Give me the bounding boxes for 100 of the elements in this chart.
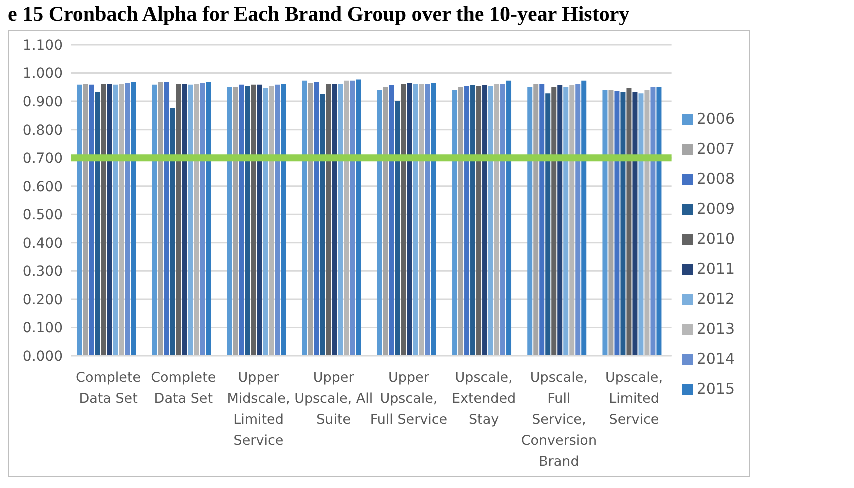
bar xyxy=(638,94,644,356)
bar xyxy=(107,84,112,356)
bar xyxy=(194,84,200,356)
bar xyxy=(570,85,575,356)
bar xyxy=(494,84,500,356)
y-tick-label: 0.500 xyxy=(22,208,63,224)
bar xyxy=(158,82,164,356)
bar xyxy=(263,88,268,356)
bar xyxy=(558,85,563,356)
x-tick-label: Upper Upscale, Full Service xyxy=(370,370,448,428)
bar xyxy=(200,83,206,356)
bar xyxy=(614,91,620,356)
x-tick-label: Upscale, Full Service, Conversion Brand xyxy=(521,370,598,470)
bar xyxy=(644,90,650,356)
bar xyxy=(356,80,362,356)
bar xyxy=(620,92,626,356)
y-tick-label: 0.000 xyxy=(22,348,63,365)
bar xyxy=(650,87,656,356)
bar xyxy=(83,84,88,356)
bar xyxy=(383,87,388,356)
bar xyxy=(431,83,436,356)
bar xyxy=(582,80,587,356)
bar xyxy=(534,84,539,356)
bar xyxy=(546,94,551,356)
bar xyxy=(170,108,176,356)
x-tick-label: Complete Data Set xyxy=(76,370,142,407)
y-tick-label: 0.200 xyxy=(22,292,63,308)
legend-label: 2011 xyxy=(696,260,735,278)
x-tick-label: Upscale, Extended Stay xyxy=(452,370,516,428)
bar xyxy=(182,84,188,356)
bar xyxy=(239,84,244,356)
bar xyxy=(275,84,280,356)
x-tick-label: Upper Midscale, Limited Service xyxy=(227,370,290,449)
legend-label: 2006 xyxy=(696,110,735,128)
y-tick-label: 1.000 xyxy=(22,66,63,82)
bar xyxy=(506,80,512,356)
bar xyxy=(602,90,608,356)
bar xyxy=(419,84,424,356)
bar xyxy=(458,87,464,356)
bar xyxy=(488,86,494,356)
bar xyxy=(482,85,488,356)
bar xyxy=(425,84,430,356)
legend-label: 2012 xyxy=(696,290,735,308)
bar xyxy=(251,84,256,356)
bar xyxy=(576,84,581,356)
y-tick-label: 0.300 xyxy=(22,264,63,280)
bar xyxy=(308,83,314,356)
bar xyxy=(113,84,118,356)
bar xyxy=(233,87,238,356)
legend-label: 2015 xyxy=(696,380,735,398)
bar xyxy=(320,94,326,356)
bar xyxy=(119,84,124,356)
chart-title: e 15 Cronbach Alpha for Each Brand Group over the 10-year History xyxy=(8,2,631,28)
bar xyxy=(332,84,338,356)
bar xyxy=(377,90,382,356)
bar xyxy=(188,84,194,356)
bar xyxy=(389,85,394,356)
bar xyxy=(338,84,344,356)
y-tick-label: 0.600 xyxy=(22,179,63,196)
legend-label: 2010 xyxy=(696,230,735,248)
legend-label: 2007 xyxy=(696,140,735,158)
legend-label: 2009 xyxy=(696,200,735,218)
bar xyxy=(608,90,614,356)
bar xyxy=(326,84,332,356)
bar xyxy=(656,87,662,356)
legend-label: 2008 xyxy=(696,170,735,188)
bar xyxy=(476,86,482,356)
bar xyxy=(101,84,106,356)
bar xyxy=(89,84,94,356)
y-tick-label: 0.100 xyxy=(22,320,63,337)
bar xyxy=(344,80,350,356)
bar xyxy=(632,92,638,356)
bar xyxy=(164,82,170,356)
bar xyxy=(206,82,212,356)
bar xyxy=(470,85,476,356)
bar xyxy=(302,80,308,356)
bar xyxy=(314,82,320,356)
bar xyxy=(395,100,400,356)
bar xyxy=(564,87,569,356)
bar xyxy=(269,86,274,356)
bar xyxy=(413,84,418,356)
bar xyxy=(464,86,470,356)
bar xyxy=(257,84,262,356)
bar xyxy=(401,84,406,356)
bar xyxy=(152,84,158,356)
bar xyxy=(500,84,506,356)
bar xyxy=(245,86,250,356)
bar xyxy=(176,84,182,356)
legend-label: 2013 xyxy=(696,320,735,338)
bar xyxy=(131,82,136,356)
bar xyxy=(407,83,412,356)
bar xyxy=(125,83,130,356)
bar xyxy=(95,92,100,356)
bar xyxy=(281,84,286,356)
bar xyxy=(552,87,557,356)
bar xyxy=(452,90,458,356)
bar xyxy=(626,88,632,356)
y-tick-label: 0.800 xyxy=(22,122,63,139)
bar xyxy=(540,84,545,356)
x-tick-label: Upscale, Limited Service xyxy=(605,370,664,428)
